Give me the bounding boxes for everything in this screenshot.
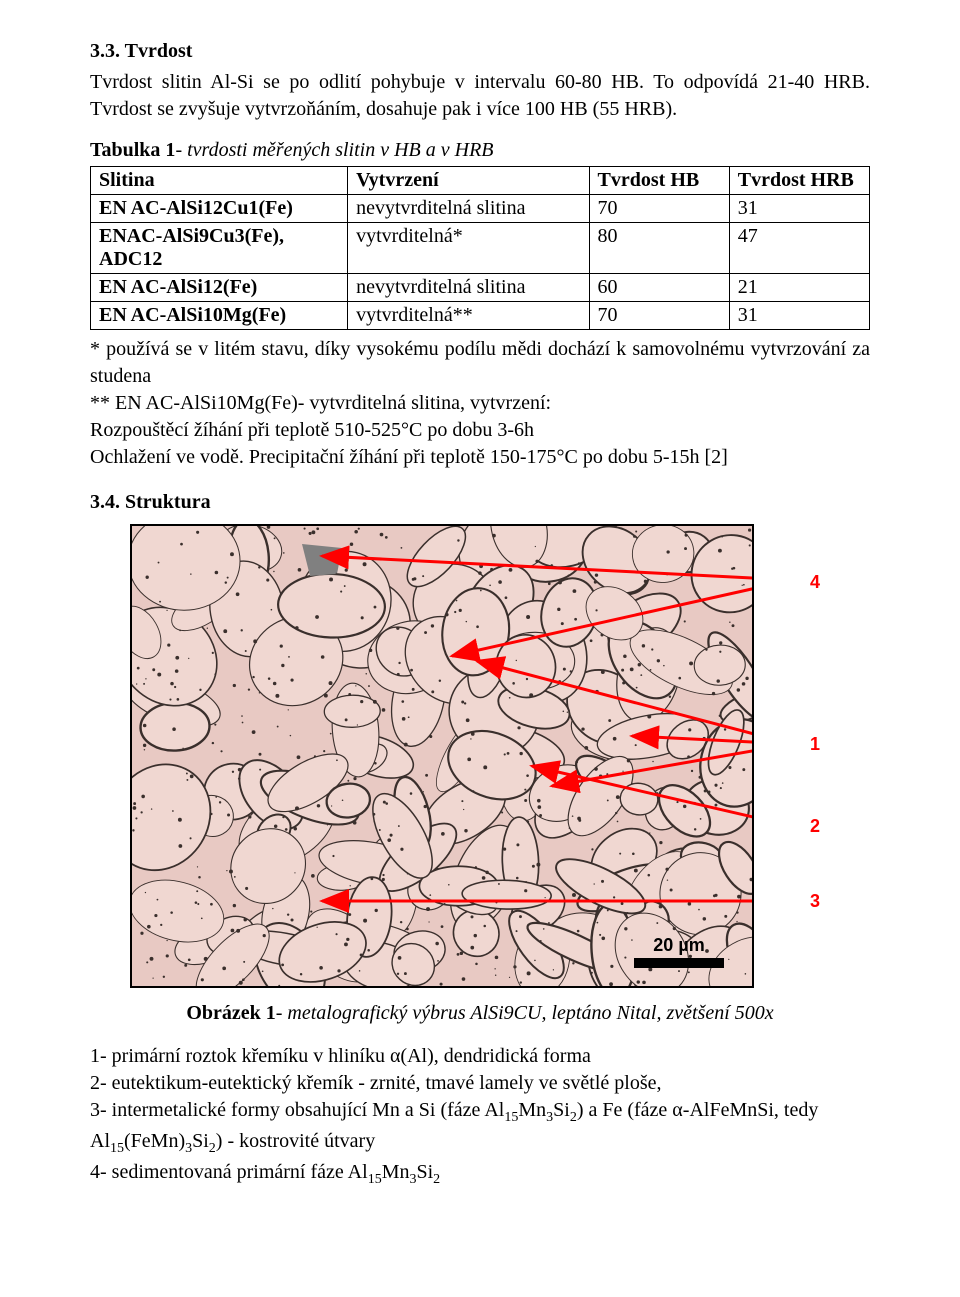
scalebar-text: 20 µm (653, 935, 704, 956)
figure-label: 1 (810, 734, 820, 755)
table-cell: 70 (589, 195, 729, 223)
table-col-3: Tvrdost HRB (729, 167, 869, 195)
note-3: Rozpouštěcí žíhání při teplotě 510-525°C… (90, 417, 870, 444)
sub: 2 (570, 1110, 577, 1125)
l5b: Mn (382, 1161, 410, 1183)
table-body: EN AC-AlSi12Cu1(Fe)nevytvrditelná slitin… (91, 195, 870, 330)
table-cell: EN AC-AlSi10Mg(Fe) (91, 302, 348, 330)
note-4: Ochlažení ve vodě. Precipitační žíhání p… (90, 444, 870, 471)
sub: 2 (209, 1141, 216, 1156)
legend-row-4: Al15(FeMn)3Si2) - kostrovité útvary (90, 1128, 870, 1159)
page-root: 3.3. Tvrdost Tvrdost slitin Al-Si se po … (0, 0, 960, 1250)
note-1: * používá se v litém stavu, díky vysokém… (90, 336, 870, 390)
l5a: 4- sedimentovaná primární fáze Al (90, 1161, 368, 1183)
table-cell: nevytvrditelná slitina (348, 195, 589, 223)
l5c: Si (416, 1161, 433, 1183)
l3d: ) a Fe (fáze α-AlFeMnSi, tedy (577, 1099, 819, 1121)
para-hardness: Tvrdost slitin Al-Si se po odlití pohybu… (90, 69, 870, 123)
l3a: 3- intermetalické formy obsahující Mn a … (90, 1099, 504, 1121)
figure-caption-bold: Obrázek 1 (186, 1002, 275, 1024)
legend-row-1: 1- primární roztok křemíku v hliníku α(A… (90, 1043, 870, 1070)
l4b: (FeMn) (124, 1130, 185, 1152)
table-col-0: Slitina (91, 167, 348, 195)
table-caption: Tabulka 1- tvrdosti měřených slitin v HB… (90, 139, 870, 162)
legend-list: 1- primární roztok křemíku v hliníku α(A… (90, 1043, 870, 1190)
l4d: ) - kostrovité útvary (216, 1130, 375, 1152)
table-notes: * používá se v litém stavu, díky vysokém… (90, 336, 870, 471)
scalebar: 20 µm (634, 935, 724, 968)
table-cell: 70 (589, 302, 729, 330)
table-caption-bold: Tabulka 1 (90, 139, 175, 161)
sub: 15 (368, 1172, 382, 1187)
table-header-row: Slitina Vytvrzení Tvrdost HB Tvrdost HRB (91, 167, 870, 195)
table-cell: nevytvrditelná slitina (348, 274, 589, 302)
heading-structure: 3.4. Struktura (90, 491, 870, 514)
table-col-2: Tvrdost HB (589, 167, 729, 195)
table-cell: 80 (589, 223, 729, 274)
table-cell: ENAC-AlSi9Cu3(Fe), ADC12 (91, 223, 348, 274)
heading-hardness: 3.3. Tvrdost (90, 40, 870, 63)
figure-label: 3 (810, 891, 820, 912)
l3b: Mn (518, 1099, 546, 1121)
legend-row-5: 4- sedimentovaná primární fáze Al15Mn3Si… (90, 1159, 870, 1190)
sub: 15 (504, 1110, 518, 1125)
legend-row-2: 2- eutektikum-eutektický křemík - zrnité… (90, 1070, 870, 1097)
figure-label: 2 (810, 816, 820, 837)
sub: 15 (110, 1141, 124, 1156)
l4c: Si (192, 1130, 209, 1152)
l3c: Si (553, 1099, 570, 1121)
table-cell: vytvrditelná* (348, 223, 589, 274)
table-caption-rest: - tvrdosti měřených slitin v HB a v HRB (175, 139, 493, 161)
table-cell: EN AC-AlSi12(Fe) (91, 274, 348, 302)
table-cell: 31 (729, 195, 869, 223)
table-col-1: Vytvrzení (348, 167, 589, 195)
table-row: EN AC-AlSi12(Fe)nevytvrditelná slitina60… (91, 274, 870, 302)
sub: 2 (433, 1172, 440, 1187)
figure-wrapper: 20 µm 4 1 2 3 (130, 524, 830, 988)
table-cell: 47 (729, 223, 869, 274)
table-cell: 21 (729, 274, 869, 302)
l4a: Al (90, 1130, 110, 1152)
note-2: ** EN AC-AlSi10Mg(Fe)- vytvrditelná slit… (90, 390, 870, 417)
legend-row-3: 3- intermetalické formy obsahující Mn a … (90, 1097, 870, 1128)
table-cell: EN AC-AlSi12Cu1(Fe) (91, 195, 348, 223)
scalebar-bar (634, 958, 724, 968)
table-row: EN AC-AlSi10Mg(Fe)vytvrditelná**7031 (91, 302, 870, 330)
figure-label: 4 (810, 572, 820, 593)
annotation-svg (132, 526, 752, 986)
table-row: ENAC-AlSi9Cu3(Fe), ADC12vytvrditelná*804… (91, 223, 870, 274)
micrograph-image: 20 µm (130, 524, 754, 988)
table-row: EN AC-AlSi12Cu1(Fe)nevytvrditelná slitin… (91, 195, 870, 223)
hardness-table: Slitina Vytvrzení Tvrdost HB Tvrdost HRB… (90, 166, 870, 330)
table-cell: 31 (729, 302, 869, 330)
table-cell: vytvrditelná** (348, 302, 589, 330)
figure-caption-rest: - metalografický výbrus AlSi9CU, leptáno… (276, 1002, 774, 1024)
table-cell: 60 (589, 274, 729, 302)
figure-caption: Obrázek 1- metalografický výbrus AlSi9CU… (90, 1002, 870, 1025)
